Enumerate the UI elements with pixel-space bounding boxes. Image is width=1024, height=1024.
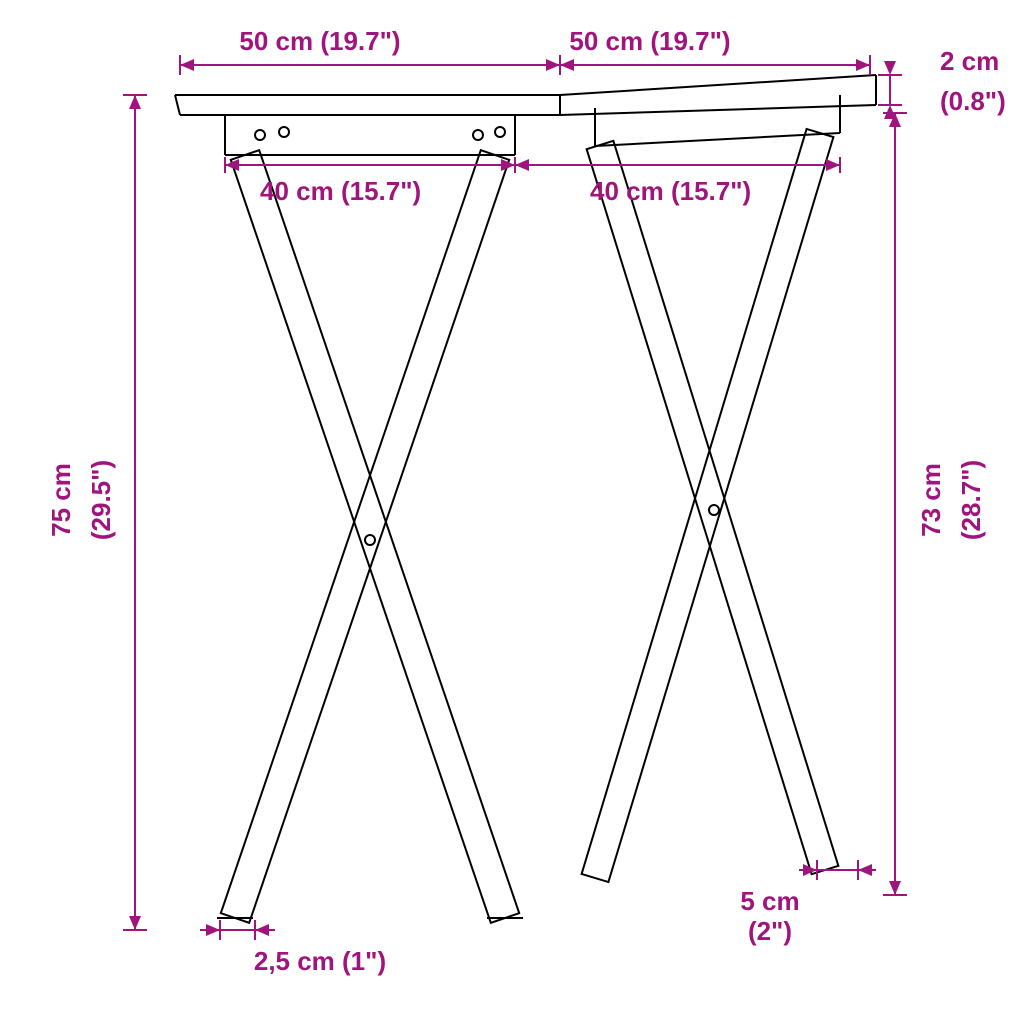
dim-foot-depth-in: (2") xyxy=(748,916,792,946)
dim-thickness-in: (0.8") xyxy=(940,86,1006,116)
dim-height-right-cm: 73 cm xyxy=(916,463,946,537)
dimension-diagram: 50 cm (19.7") 50 cm (19.7") 2 cm (0.8") 40 c… xyxy=(0,0,1024,1024)
dim-foot-depth-cm: 5 cm xyxy=(740,886,799,916)
dim-thickness-cm: 2 cm xyxy=(940,46,999,76)
dim-top-width-front: 50 cm (19.7") xyxy=(239,26,400,56)
dim-height-left-cm: 75 cm xyxy=(46,463,76,537)
dim-leg-width: 2,5 cm (1") xyxy=(254,946,386,976)
dim-apron-front: 40 cm (15.7") xyxy=(260,176,421,206)
dim-top-width-back: 50 cm (19.7") xyxy=(569,26,730,56)
dim-apron-back: 40 cm (15.7") xyxy=(590,176,751,206)
dim-height-left-in: (29.5") xyxy=(86,460,116,540)
dim-height-right-in: (28.7") xyxy=(956,460,986,540)
